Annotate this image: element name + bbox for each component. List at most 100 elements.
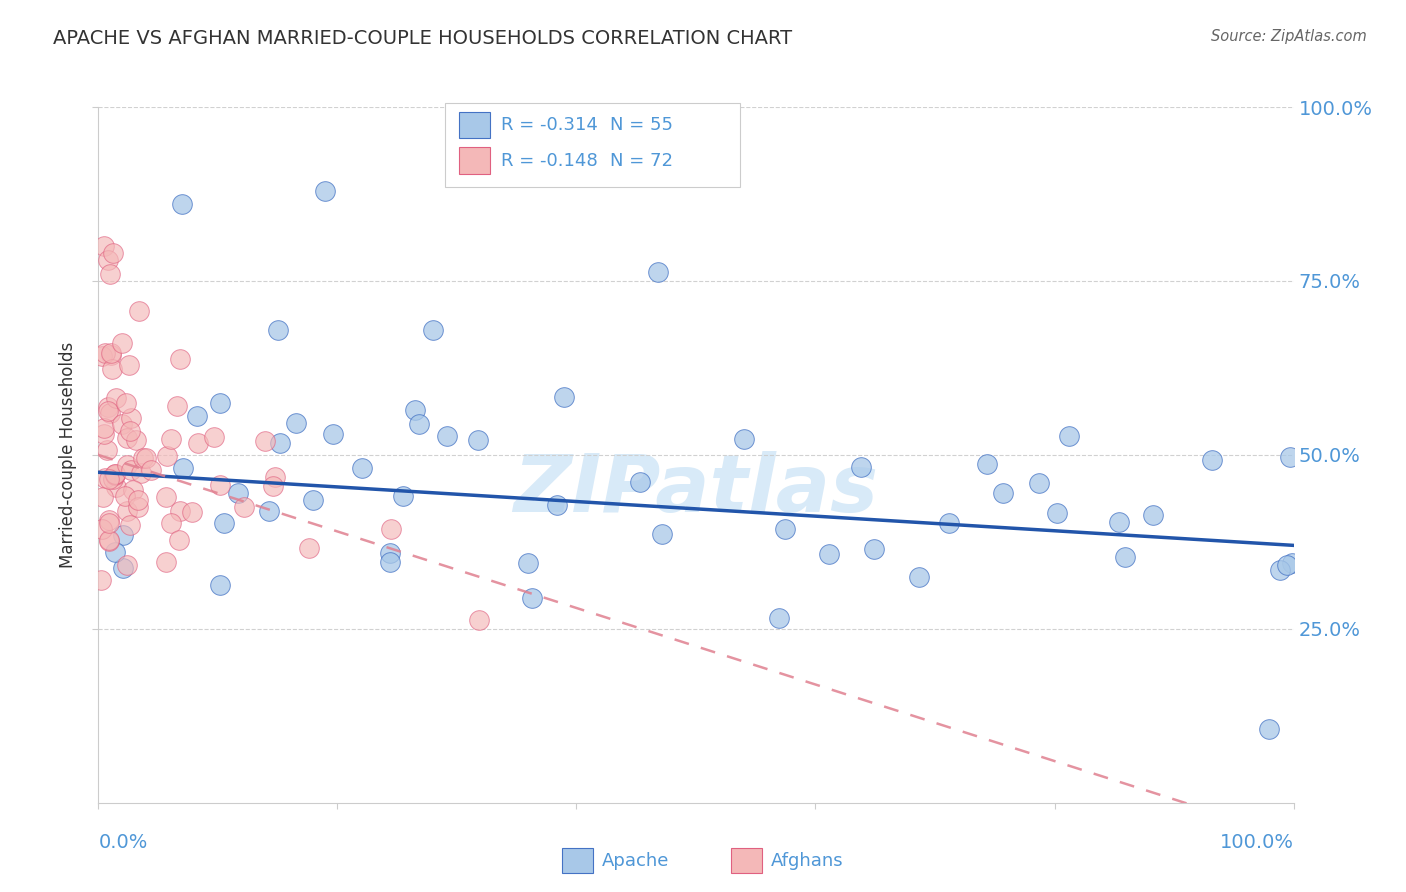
Point xyxy=(155,449,177,463)
Point xyxy=(94,471,117,485)
Point xyxy=(263,470,285,484)
Point xyxy=(546,498,568,512)
Point xyxy=(111,335,134,350)
Text: Source: ZipAtlas.com: Source: ZipAtlas.com xyxy=(1211,29,1367,44)
Text: APACHE VS AFGHAN MARRIED-COUPLE HOUSEHOLDS CORRELATION CHART: APACHE VS AFGHAN MARRIED-COUPLE HOUSEHOL… xyxy=(53,29,793,47)
Point xyxy=(322,427,344,442)
Point xyxy=(267,323,290,337)
Point xyxy=(284,416,307,430)
Point xyxy=(253,434,276,449)
Point xyxy=(167,533,190,547)
Point xyxy=(269,436,291,450)
Point xyxy=(160,516,183,531)
Point xyxy=(378,555,401,569)
Point xyxy=(128,303,150,318)
Point xyxy=(118,359,141,373)
Point xyxy=(208,477,231,491)
Point xyxy=(104,391,127,405)
Point xyxy=(1201,452,1223,467)
Point xyxy=(104,545,127,559)
Text: R = -0.148: R = -0.148 xyxy=(502,152,598,169)
Point xyxy=(352,460,374,475)
Point xyxy=(97,533,120,548)
Point xyxy=(553,390,575,404)
Point xyxy=(1258,722,1281,736)
Point xyxy=(180,505,202,519)
Point xyxy=(938,516,960,530)
Point xyxy=(97,400,120,414)
Point xyxy=(408,417,430,432)
Point xyxy=(112,560,135,574)
Point xyxy=(125,433,148,447)
Point xyxy=(976,457,998,471)
Point xyxy=(98,267,122,281)
Point xyxy=(135,450,157,465)
Point xyxy=(1268,563,1291,577)
Point xyxy=(101,362,124,376)
Point xyxy=(104,468,127,483)
Point xyxy=(380,522,402,536)
Point xyxy=(131,466,153,480)
Text: R = -0.314: R = -0.314 xyxy=(502,116,598,134)
Point xyxy=(817,547,839,561)
Point xyxy=(96,443,118,458)
Point xyxy=(114,396,136,410)
Point xyxy=(104,467,127,481)
Point xyxy=(122,483,145,497)
Point xyxy=(94,345,117,359)
Point xyxy=(114,489,136,503)
Point xyxy=(516,556,538,570)
Point xyxy=(1057,429,1080,443)
Point xyxy=(259,504,281,518)
Text: 0.0%: 0.0% xyxy=(98,833,148,853)
Point xyxy=(139,463,162,477)
Point xyxy=(1108,516,1130,530)
Point xyxy=(97,534,120,549)
Text: N = 72: N = 72 xyxy=(610,152,672,169)
Point xyxy=(522,591,544,605)
Point xyxy=(436,428,458,442)
Point xyxy=(1045,506,1067,520)
Point xyxy=(733,432,755,446)
Point xyxy=(404,402,426,417)
Point xyxy=(1028,475,1050,490)
Point xyxy=(991,485,1014,500)
Point xyxy=(467,433,489,447)
Point xyxy=(115,431,138,445)
Point xyxy=(315,184,337,198)
Point xyxy=(91,491,114,505)
Point xyxy=(97,404,120,418)
Point xyxy=(226,486,249,500)
Point xyxy=(101,246,124,260)
Text: N = 55: N = 55 xyxy=(610,116,672,134)
Point xyxy=(127,500,149,515)
Point xyxy=(127,492,149,507)
Point xyxy=(378,546,401,560)
Point xyxy=(118,518,141,533)
Point xyxy=(1114,549,1136,564)
Point xyxy=(90,349,112,363)
Point xyxy=(160,432,183,446)
Point xyxy=(849,460,872,475)
Point xyxy=(187,435,209,450)
Point xyxy=(132,451,155,466)
Point xyxy=(392,489,415,503)
Text: ZIPatlas: ZIPatlas xyxy=(513,450,879,529)
Text: Apache: Apache xyxy=(602,852,669,870)
Point xyxy=(100,348,122,362)
Point xyxy=(120,411,142,425)
Point xyxy=(111,417,134,432)
Point xyxy=(908,570,931,584)
Point xyxy=(298,541,321,555)
Point xyxy=(863,542,886,557)
Point xyxy=(232,500,254,514)
Point xyxy=(1278,450,1301,464)
Point xyxy=(97,253,120,268)
Point xyxy=(112,528,135,542)
Point xyxy=(98,513,121,527)
Point xyxy=(1277,558,1299,573)
Point xyxy=(651,527,673,541)
Point xyxy=(90,573,112,587)
Point xyxy=(214,516,236,531)
Point xyxy=(172,197,194,211)
